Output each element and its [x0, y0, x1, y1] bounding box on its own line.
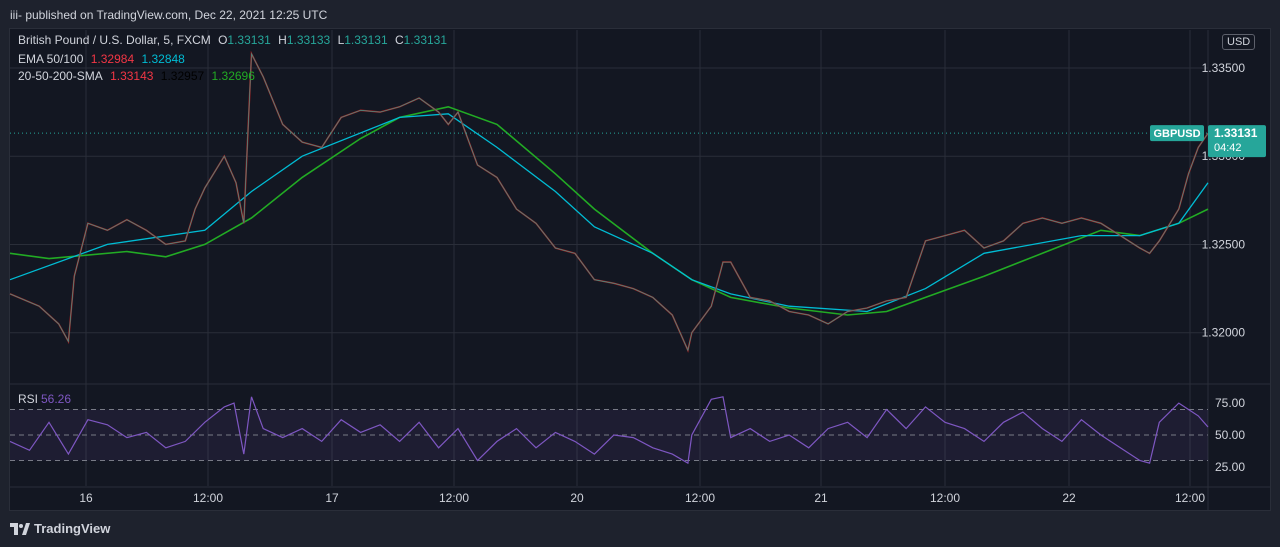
- sma-legend-name: 20-50-200-SMA: [18, 69, 103, 83]
- sma-20-value: 1.33143: [110, 69, 154, 83]
- sma-legend[interactable]: 20-50-200-SMA 1.33143 1.32957 1.32696: [18, 69, 259, 83]
- sma-200-value: 1.32696: [211, 69, 255, 83]
- ohlc-high: H1.33133: [278, 33, 331, 47]
- symbol-title: British Pound / U.S. Dollar, 5, FXCM: [18, 33, 211, 47]
- footer-brand-name: TradingView: [34, 521, 111, 536]
- currency-button[interactable]: USD: [1222, 34, 1256, 50]
- publish-header: iii- published on TradingView.com, Dec 2…: [0, 0, 1280, 28]
- ohlc-low: L1.33131: [337, 33, 388, 47]
- ema-legend[interactable]: EMA 50/100 1.32984 1.32848: [18, 52, 189, 66]
- ohlc-close: C1.33131: [394, 33, 448, 47]
- tradingview-logo-icon: [10, 522, 30, 535]
- sma-50-value: 1.32957: [160, 69, 205, 83]
- ohlc-open: O1.33131: [218, 33, 271, 47]
- footer-brand[interactable]: TradingView: [10, 521, 110, 536]
- symbol-legend[interactable]: British Pound / U.S. Dollar, 5, FXCM O1.…: [18, 33, 451, 47]
- ema-legend-name: EMA 50/100: [18, 52, 84, 66]
- publish-info: iii- published on TradingView.com, Dec 2…: [10, 8, 328, 22]
- ema-50-value: 1.32984: [90, 52, 135, 66]
- ema-100-value: 1.32848: [141, 52, 185, 66]
- chart-frame[interactable]: [9, 28, 1271, 511]
